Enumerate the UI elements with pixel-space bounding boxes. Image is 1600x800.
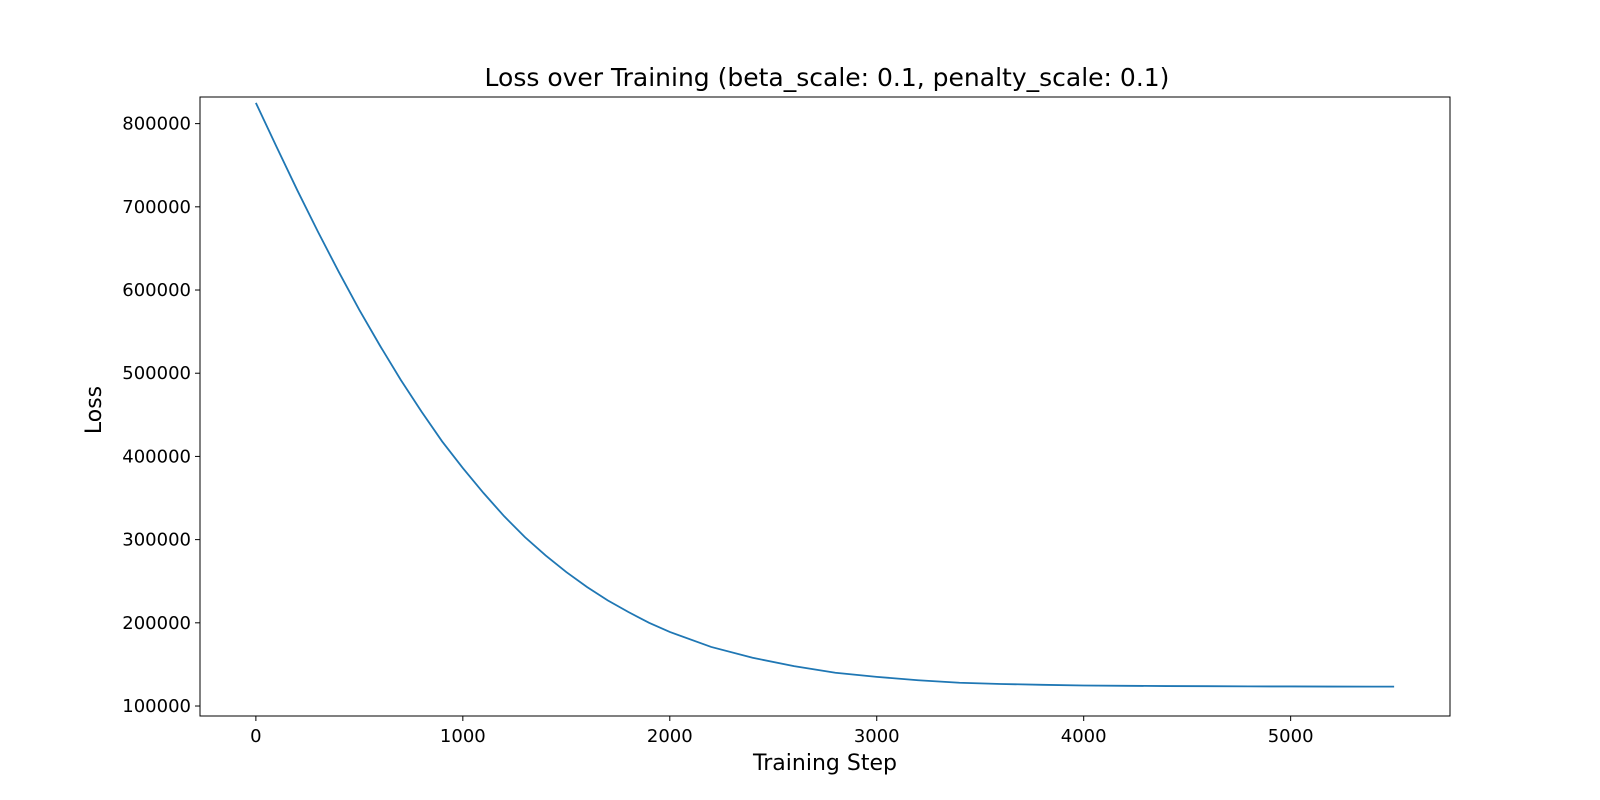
y-tick-label: 400000 bbox=[122, 446, 191, 467]
y-tick-label: 100000 bbox=[122, 696, 191, 717]
x-tick-label: 5000 bbox=[1268, 726, 1314, 747]
loss-series-line bbox=[255, 102, 1395, 688]
plot-area bbox=[255, 102, 1395, 688]
y-axis-label: Loss bbox=[82, 386, 107, 434]
x-axis-label: Training Step bbox=[752, 751, 897, 776]
y-tick-label: 300000 bbox=[122, 530, 191, 551]
plot-frame bbox=[199, 96, 1451, 717]
y-tick-label: 700000 bbox=[122, 197, 191, 218]
x-tick-label: 4000 bbox=[1061, 726, 1107, 747]
y-axis-ticks: 100000 200000 300000 400000 500000 600000 7000… bbox=[122, 114, 200, 717]
y-tick-label: 200000 bbox=[122, 613, 191, 634]
y-tick-label: 800000 bbox=[122, 114, 191, 135]
chart-title: Loss over Training (beta_scale: 0.1, pen… bbox=[485, 63, 1170, 92]
x-tick-label: 3000 bbox=[854, 726, 900, 747]
x-tick-label: 2000 bbox=[647, 726, 693, 747]
y-tick-label: 600000 bbox=[122, 280, 191, 301]
y-tick-label: 500000 bbox=[122, 363, 191, 384]
x-axis-ticks: 0 1000 2000 3000 4000 5000 bbox=[250, 716, 1314, 747]
x-tick-label: 1000 bbox=[440, 726, 486, 747]
x-tick-label: 0 bbox=[250, 726, 261, 747]
